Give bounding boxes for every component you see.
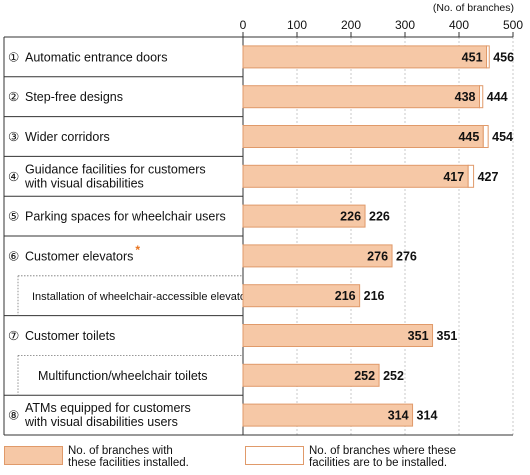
row-marker: ⑥ — [8, 249, 19, 263]
bar-installed — [242, 125, 484, 148]
axis-unit-label: (No. of branches) — [433, 2, 514, 14]
row-label-line: with visual disabilities — [24, 176, 144, 190]
value-label-planned: 444 — [487, 90, 508, 104]
value-label-installed: 252 — [354, 369, 375, 383]
row-label: Parking spaces for wheelchair users — [25, 210, 226, 224]
row-marker: ④ — [8, 170, 19, 184]
value-label-installed: 417 — [443, 170, 464, 184]
value-label-planned: 314 — [417, 409, 438, 423]
value-label-planned: 226 — [369, 210, 390, 224]
x-tick-label: 0 — [240, 18, 247, 32]
x-tick-label: 200 — [341, 18, 361, 32]
value-label-installed: 216 — [335, 289, 356, 303]
row-label: Installation of wheelchair-accessible el… — [32, 291, 256, 303]
row-marker: ② — [8, 90, 19, 104]
row-label: Customer elevators — [25, 249, 133, 263]
value-label-installed: 438 — [455, 90, 476, 104]
bar-installed — [242, 363, 380, 387]
value-label-planned: 454 — [492, 130, 513, 144]
legend-swatch-installed — [4, 446, 63, 465]
bar-installed — [242, 85, 481, 109]
legend-planned-line2: facilities are to be installed. — [309, 457, 448, 469]
row-marker: ① — [8, 50, 19, 64]
bar-installed — [242, 164, 469, 188]
bar-installed — [242, 45, 488, 69]
row-marker: ⑦ — [8, 329, 19, 343]
x-tick-label: 500 — [503, 18, 523, 32]
value-label-planned: 351 — [437, 329, 458, 343]
legend-installed-line1: No. of branches with — [68, 445, 173, 457]
value-label-planned: 456 — [493, 50, 514, 64]
x-tick-label: 400 — [449, 18, 469, 32]
legend-swatch-planned — [245, 446, 304, 465]
row-marker: ③ — [8, 130, 19, 144]
footnote-star: * — [135, 243, 140, 257]
legend-label-planned: No. of branches where these facilities a… — [309, 445, 456, 469]
value-label-installed: 351 — [408, 329, 429, 343]
bar-installed — [242, 403, 414, 427]
row-label-line: ATMs equipped for customers — [25, 401, 191, 415]
bar-planned — [479, 85, 484, 109]
row-label: Customer toilets — [25, 329, 115, 343]
row-label: Automatic entrance doors — [25, 50, 167, 64]
value-label-installed: 451 — [462, 50, 483, 64]
row-marker: ⑧ — [8, 409, 19, 423]
value-label-installed: 226 — [340, 210, 361, 224]
value-label-installed: 276 — [367, 249, 388, 263]
row-label: Step-free designs — [25, 90, 123, 104]
row-marker: ⑤ — [8, 210, 19, 224]
bar-planned — [467, 164, 475, 188]
value-label-planned: 276 — [396, 249, 417, 263]
row-label-line: Guidance facilities for customers — [25, 162, 206, 176]
legend-installed-line2: these facilities installed. — [68, 457, 189, 469]
bar-planned — [482, 125, 489, 148]
bar-planned — [486, 45, 490, 69]
value-label-planned: 216 — [364, 289, 385, 303]
value-label-planned: 252 — [383, 369, 404, 383]
x-tick-label: 100 — [287, 18, 307, 32]
legend-planned-line1: No. of branches where these — [309, 445, 457, 457]
value-label-planned: 427 — [478, 170, 499, 184]
value-label-installed: 445 — [458, 130, 479, 144]
bar-installed — [242, 324, 434, 347]
row-label: Wider corridors — [25, 130, 110, 144]
row-label-line: with visual disabilities users — [24, 415, 178, 429]
row-label: Multifunction/wheelchair toilets — [38, 369, 208, 383]
bar-installed — [242, 244, 393, 268]
bar-installed — [242, 204, 366, 228]
legend-label-installed: No. of branches with these facilities in… — [68, 445, 189, 469]
x-tick-label: 300 — [395, 18, 415, 32]
value-label-installed: 314 — [388, 409, 409, 423]
bar-installed — [242, 284, 361, 308]
